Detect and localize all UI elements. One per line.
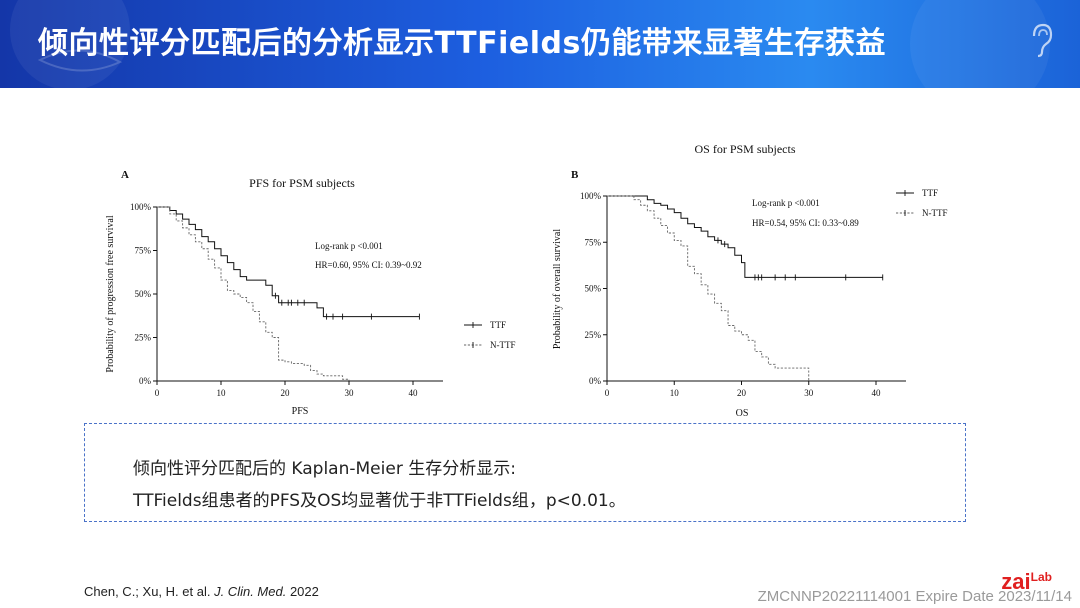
panel-b-ylabel: Probability of overall survival [552, 229, 563, 349]
panel-b-series-ttf-line [607, 195, 883, 278]
banner-decoration [10, 0, 1050, 88]
panel-a-x-tick-label: 30 [345, 388, 355, 398]
panel-a-x-tick-label: 20 [281, 388, 291, 398]
panel-a-y-tick-label: 50% [135, 289, 152, 299]
summary-box: 倾向性评分匹配后的 Kaplan-Meier 生存分析显示: TTFields组… [84, 423, 966, 522]
panel-a-label: A [121, 169, 129, 181]
panel-b-series-n-ttf-line [607, 195, 810, 381]
panel-b-hr: HR=0.54, 95% CI: 0.33~0.89 [752, 218, 859, 228]
logo-sup: Lab [1030, 570, 1052, 584]
panel-b-title: OS for PSM subjects [694, 142, 795, 156]
panel-b-y-tick-label: 50% [585, 284, 602, 294]
expire-date: ZMCNNP20221114001 Expire Date 2023/11/14 [757, 588, 1072, 605]
panel-a-x-tick-label: 0 [155, 388, 160, 398]
panel-b-xlabel: OS [736, 408, 749, 419]
panel-a-logrank: Log-rank p <0.001 [315, 241, 383, 251]
panel-b-x-tick-label: 20 [737, 388, 747, 398]
citation-journal: J. Clin. Med. [214, 584, 287, 599]
logo-main: zai [1001, 569, 1031, 594]
km-charts: A PFS for PSM subjects PFS Probability o… [105, 142, 948, 419]
panel-a-legend-n-ttf-label: N-TTF [490, 340, 516, 350]
citation-authors: Chen, C.; Xu, H. et al. [84, 584, 211, 599]
panel-a-xlabel: PFS [292, 406, 309, 417]
panel-b-x-tick-label: 0 [605, 388, 610, 398]
panel-a-y-tick-label: 25% [135, 333, 152, 343]
panel-a-ylabel: Probability of progression free survival [105, 215, 116, 372]
panel-a-y-tick-label: 75% [135, 246, 152, 256]
panel-a-legend-ttf-label: TTF [490, 320, 506, 330]
panel-b-legend-n-ttf-label: N-TTF [922, 208, 948, 218]
summary-line-1: 倾向性评分匹配后的 Kaplan-Meier 生存分析显示: [133, 459, 516, 479]
panel-b-y-tick-label: 25% [585, 330, 602, 340]
panel-b-y-tick-label: 100% [580, 191, 602, 201]
panel-a-series-n-ttf-line [157, 206, 350, 381]
panel-b-label: B [571, 169, 579, 181]
zai-lab-logo: zaiLab [1001, 571, 1052, 593]
panel-a-x-tick-label: 40 [409, 388, 419, 398]
panel-a-y-tick-label: 100% [130, 202, 152, 212]
panel-b-y-tick-label: 0% [589, 376, 602, 386]
ear-icon [1032, 23, 1053, 58]
header-banner: 倾向性评分匹配后的分析显示TTFields仍能带来显著生存获益 [0, 0, 1080, 88]
panel-a-x-tick-label: 10 [217, 388, 227, 398]
panel-b-legend-ttf-label: TTF [922, 188, 938, 198]
panel-b-y-tick-label: 75% [585, 237, 602, 247]
panel-b-x-tick-label: 30 [804, 388, 814, 398]
panel-b-logrank: Log-rank p <0.001 [752, 198, 820, 208]
panel-b-x-tick-label: 10 [670, 388, 680, 398]
summary-line-2: TTFields组患者的PFS及OS均显著优于非TTFields组，p<0.01… [133, 491, 626, 511]
panel-a-hr: HR=0.60, 95% CI: 0.39~0.92 [315, 260, 422, 270]
panel-b-x-tick-label: 40 [872, 388, 882, 398]
panel-a-title: PFS for PSM subjects [249, 176, 355, 190]
citation-year: 2022 [289, 584, 319, 599]
panel-a-series-ttf-line [157, 206, 420, 318]
citation: Chen, C.; Xu, H. et al. J. Clin. Med. 20… [84, 584, 319, 599]
panel-a-y-tick-label: 0% [139, 376, 152, 386]
page-title: 倾向性评分匹配后的分析显示TTFields仍能带来显著生存获益 [38, 26, 886, 61]
